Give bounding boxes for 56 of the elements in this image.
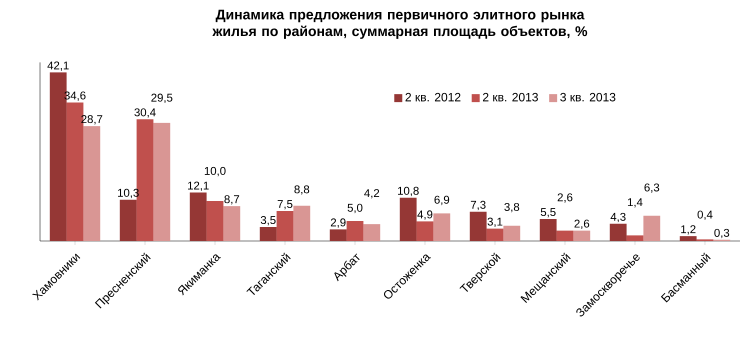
bar xyxy=(206,200,224,241)
bar xyxy=(643,216,660,241)
data-label: 4,2 xyxy=(364,189,380,198)
data-label: 10,0 xyxy=(204,166,226,176)
data-label: 3,8 xyxy=(504,202,520,212)
bar xyxy=(626,235,644,241)
data-label: 2,9 xyxy=(330,218,346,228)
data-label: 5,0 xyxy=(348,204,362,214)
bar xyxy=(486,228,504,241)
bar xyxy=(610,224,627,241)
bar xyxy=(573,230,590,241)
data-label: 29,5 xyxy=(151,94,172,104)
data-label: 1,2 xyxy=(681,225,696,235)
chart-title: Динамика предложения первичного элитного рынка жилья по районам, суммарная площадь объектов, % xyxy=(212,10,588,39)
bar xyxy=(153,122,170,241)
data-label: 3,5 xyxy=(260,216,276,226)
data-label: 2,6 xyxy=(558,193,572,203)
bar xyxy=(540,218,557,241)
data-label: 8,7 xyxy=(224,195,240,205)
bar xyxy=(120,200,137,241)
bar xyxy=(470,212,487,241)
data-label: 7,5 xyxy=(278,200,292,210)
data-label: 6,3 xyxy=(644,183,660,193)
bar xyxy=(680,236,697,241)
bar xyxy=(190,192,207,241)
legend-label: 2 кв. 2012 xyxy=(406,92,460,102)
bar xyxy=(346,220,364,241)
bar xyxy=(503,226,520,241)
data-label: 8,8 xyxy=(294,185,310,195)
data-label: 6,9 xyxy=(434,196,450,206)
legend-label: 3 кв. 2013 xyxy=(560,92,616,102)
bar xyxy=(223,206,240,241)
bar xyxy=(260,226,277,241)
bar xyxy=(416,221,434,241)
data-label: 5,5 xyxy=(540,208,556,218)
data-label: 3,1 xyxy=(488,218,502,227)
data-label: 30,4 xyxy=(134,108,156,118)
data-label: 12,1 xyxy=(188,182,209,191)
data-label: 1,4 xyxy=(628,198,643,208)
legend-label: 2 кв. 2013 xyxy=(482,92,538,102)
data-label: 4,3 xyxy=(610,212,626,222)
bar xyxy=(556,230,574,241)
bar xyxy=(433,213,450,241)
data-label: 10,8 xyxy=(398,186,419,196)
data-label: 4,9 xyxy=(417,210,432,220)
bar xyxy=(83,126,100,241)
bar xyxy=(276,210,294,241)
data-label: 0,4 xyxy=(698,210,713,220)
data-label: 2,6 xyxy=(574,220,590,229)
data-label: 0,3 xyxy=(714,228,730,238)
data-label: 7,3 xyxy=(470,200,486,210)
data-label: 42,1 xyxy=(47,61,69,71)
bar xyxy=(400,198,417,241)
bar xyxy=(293,206,310,241)
bar xyxy=(330,229,347,241)
bar xyxy=(363,224,380,241)
